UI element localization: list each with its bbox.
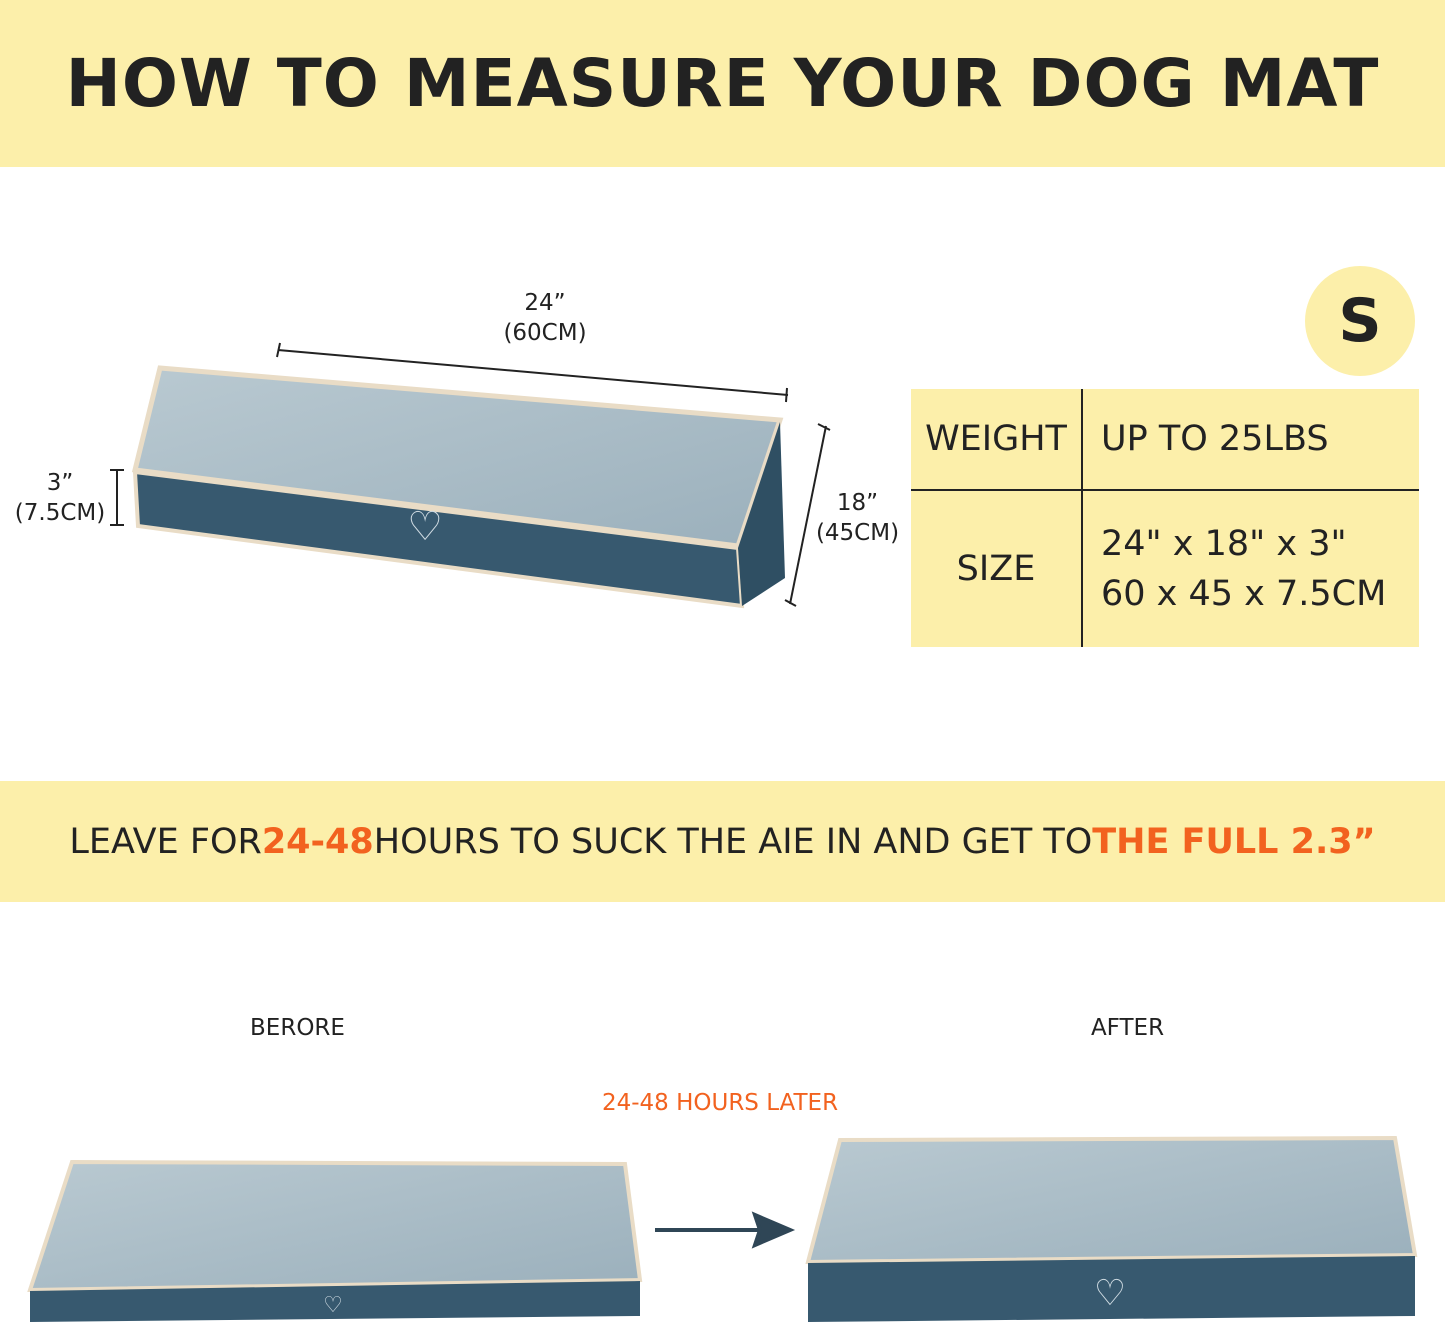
page-title: HOW TO MEASURE YOUR DOG MAT bbox=[0, 0, 1445, 167]
length-in: 24” bbox=[524, 290, 566, 316]
svg-text:♡: ♡ bbox=[323, 1293, 343, 1318]
length-label: 24” (60CM) bbox=[470, 288, 620, 348]
height-in: 3” bbox=[46, 470, 74, 496]
weight-value: UP TO 25LBS bbox=[1082, 389, 1419, 491]
length-cm: (60CM) bbox=[503, 320, 587, 346]
svg-text:♡: ♡ bbox=[407, 504, 443, 550]
after-label: AFTER bbox=[1090, 1015, 1165, 1041]
size-cm: 60 x 45 x 7.5CM bbox=[1101, 574, 1387, 614]
before-mat-image: ♡ bbox=[27, 1159, 643, 1322]
note-highlight-full: THE FULL 2.3” bbox=[1092, 821, 1376, 862]
size-inches: 24" x 18" x 3" bbox=[1101, 524, 1347, 564]
inflation-note: LEAVE FOR 24-48 HOURS TO SUCK THE AIE IN… bbox=[0, 781, 1445, 902]
dimension-lines bbox=[110, 342, 831, 607]
weight-row: WEIGHT UP TO 25LBS bbox=[911, 389, 1419, 491]
arrow-right-icon bbox=[655, 1211, 796, 1249]
main-mat-image: ♡ bbox=[131, 365, 785, 609]
width-in: 18” bbox=[836, 490, 879, 516]
width-label: 18” (45CM) bbox=[800, 488, 915, 548]
note-text: LEAVE FOR bbox=[69, 821, 262, 862]
after-mat-image: ♡ bbox=[805, 1135, 1418, 1322]
width-cm: (45CM) bbox=[815, 520, 900, 546]
height-cm: (7.5CM) bbox=[14, 500, 106, 526]
size-row: SIZE 24" x 18" x 3" 60 x 45 x 7.5CM bbox=[911, 490, 1419, 647]
later-label: 24-48 HOURS LATER bbox=[601, 1090, 839, 1116]
height-label: 3” (7.5CM) bbox=[0, 468, 120, 528]
svg-text:♡: ♡ bbox=[1094, 1273, 1126, 1314]
size-value: 24" x 18" x 3" 60 x 45 x 7.5CM bbox=[1082, 490, 1419, 647]
size-label: SIZE bbox=[911, 490, 1083, 647]
note-highlight-hours: 24-48 bbox=[261, 821, 374, 862]
weight-label: WEIGHT bbox=[911, 389, 1083, 491]
note-text: HOURS TO SUCK THE AIE IN AND GET TO bbox=[373, 821, 1093, 862]
before-label: BERORE bbox=[250, 1015, 345, 1041]
size-badge: S bbox=[1305, 266, 1415, 376]
spec-table: WEIGHT UP TO 25LBS SIZE 24" x 18" x 3" 6… bbox=[911, 389, 1419, 647]
